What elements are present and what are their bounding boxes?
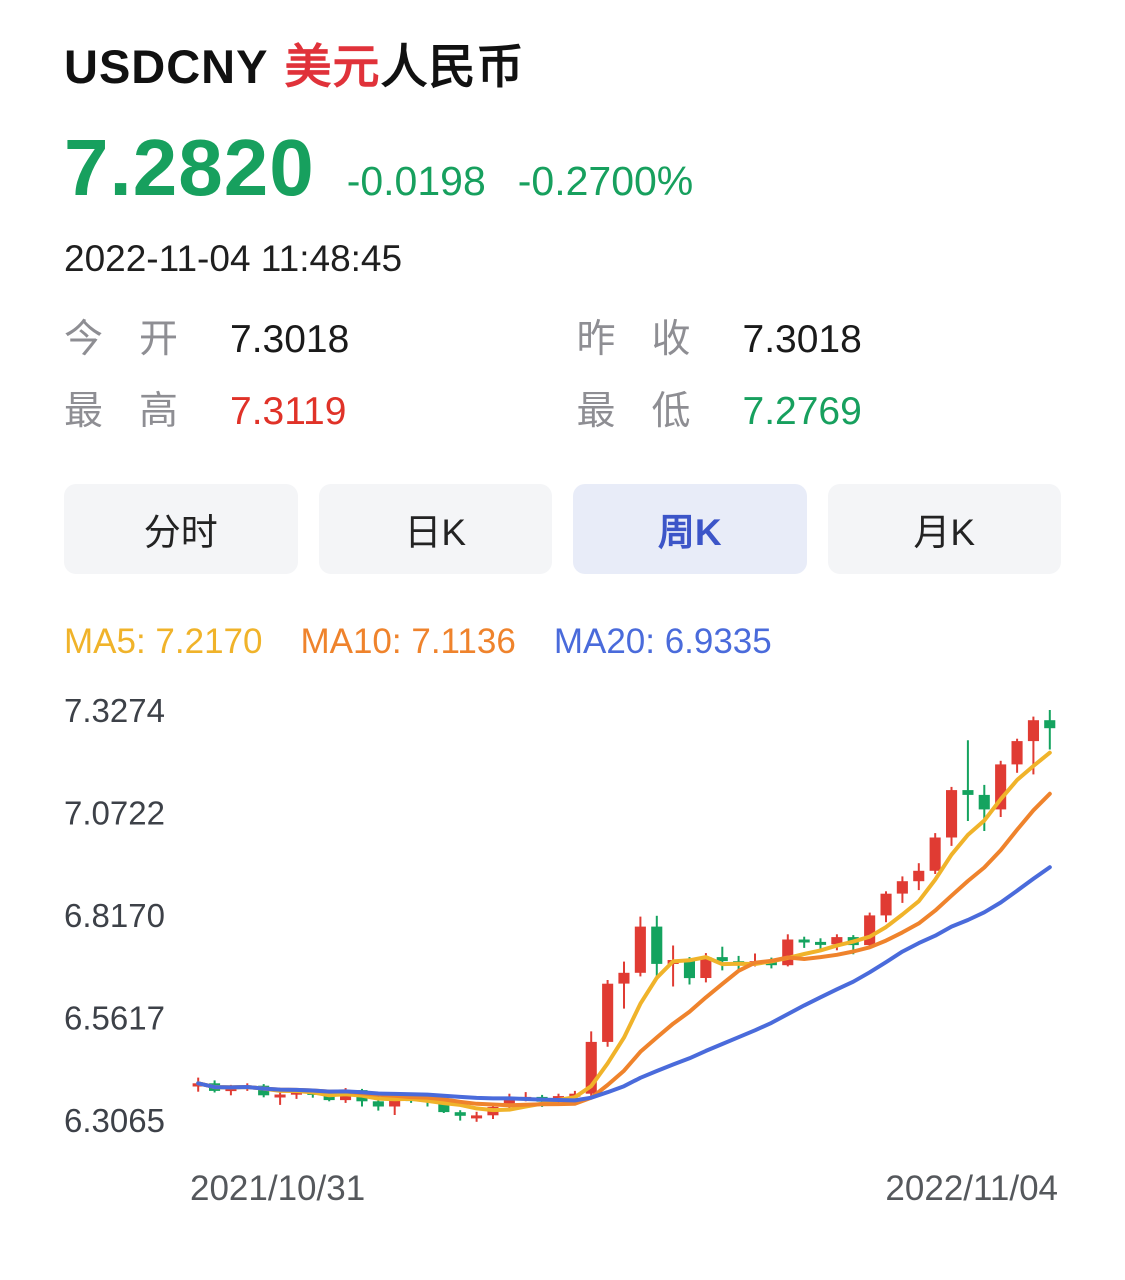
y-axis-label: 6.8170 — [64, 897, 165, 934]
ma5-legend: MA5: 7.2170 — [64, 622, 263, 662]
ma10-line — [196, 791, 1052, 1108]
x-axis-label-right: 2022/11/04 — [885, 1169, 1058, 1208]
ma5-line — [196, 750, 1052, 1113]
instrument-title: USDCNY 美元人民币 — [0, 40, 1125, 94]
stat-prev-close-value: 7.3018 — [742, 318, 862, 362]
y-axis-label: 6.3065 — [64, 1102, 165, 1139]
stat-high: 最高 7.3119 — [64, 380, 563, 436]
y-axis-label: 6.5617 — [64, 1000, 165, 1037]
price-change: -0.0198 — [346, 158, 486, 205]
quote-stats: 今开 7.3018 昨收 7.3018 最高 7.3119 最低 7.2769 — [0, 308, 1125, 436]
tab-minute[interactable]: 分时 — [64, 484, 298, 575]
tab-weekly-k[interactable]: 周K — [573, 484, 807, 575]
stat-high-label: 最高 — [64, 390, 178, 434]
stat-high-value: 7.3119 — [230, 390, 347, 434]
kline-chart[interactable]: 7.3274 7.0722 6.8170 6.5617 6.3065 2021/10/31… — [0, 680, 1125, 1240]
stat-today-open-label: 今开 — [64, 318, 178, 362]
ma20-legend: MA20: 6.9335 — [553, 622, 772, 662]
y-axis-label: 7.3274 — [64, 692, 165, 729]
ma10-legend: MA10: 7.1136 — [300, 622, 516, 662]
stat-low: 最低 7.2769 — [563, 380, 1062, 436]
last-price: 7.2820 — [64, 123, 315, 213]
y-axis-labels: 7.3274 7.0722 6.8170 6.5617 6.3065 — [64, 692, 165, 1139]
ma-legend: MA5: 7.2170 MA10: 7.1136 MA20: 6.9335 — [64, 622, 1061, 662]
quote-page: USDCNY 美元人民币 7.2820 -0.0198 -0.2700% 2022… — [0, 40, 1125, 1240]
stat-low-value: 7.2769 — [742, 390, 862, 434]
period-tabs: 分时 日K 周K 月K — [64, 484, 1061, 575]
stat-low-label: 最低 — [576, 390, 691, 434]
instrument-name-red: 美元 — [284, 40, 381, 93]
ma20-line — [196, 865, 1052, 1103]
quote-timestamp: 2022-11-04 11:48:45 — [64, 238, 403, 280]
tab-monthly-k[interactable]: 月K — [827, 484, 1061, 575]
tab-daily-k[interactable]: 日K — [318, 484, 552, 575]
price-change-percent: -0.2700% — [517, 158, 694, 205]
y-axis-label: 7.0722 — [64, 795, 165, 832]
instrument-name-black: 人民币 — [380, 40, 525, 93]
x-axis-label-left: 2021/10/31 — [190, 1169, 365, 1208]
stat-today-open: 今开 7.3018 — [64, 308, 563, 364]
stat-prev-close: 昨收 7.3018 — [563, 308, 1062, 364]
stat-prev-close-label: 昨收 — [576, 318, 691, 362]
symbol: USDCNY — [64, 40, 269, 93]
stat-today-open-value: 7.3018 — [230, 318, 350, 362]
price-block: 7.2820 -0.0198 -0.2700% — [0, 128, 1125, 208]
